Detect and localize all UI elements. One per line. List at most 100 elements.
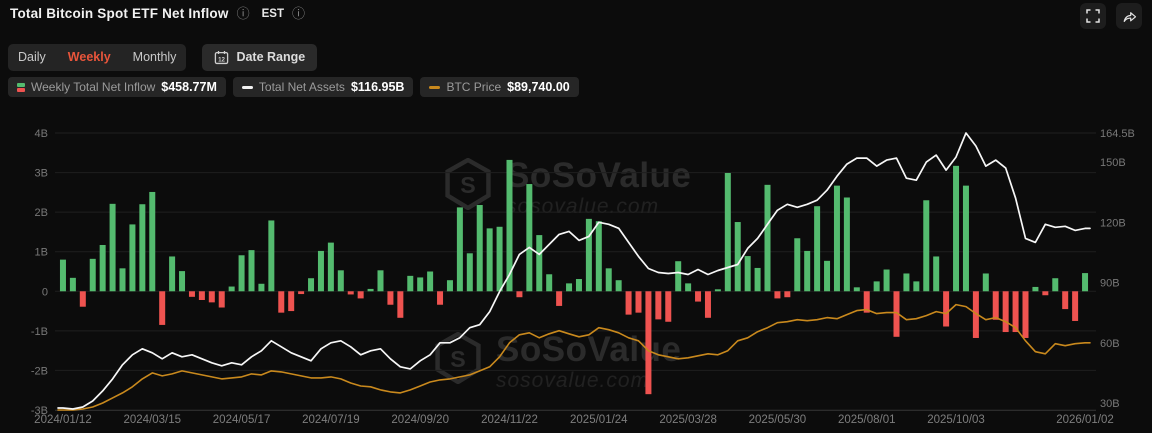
net-inflow-bar[interactable] (317, 250, 324, 292)
assets-line[interactable] (57, 132, 1091, 410)
net-inflow-bar[interactable] (704, 291, 711, 318)
net-inflow-bar[interactable] (734, 222, 741, 292)
net-inflow-bar[interactable] (833, 185, 840, 292)
net-inflow-bar[interactable] (595, 221, 602, 292)
net-inflow-bar[interactable] (1082, 273, 1089, 292)
net-inflow-bar[interactable] (139, 204, 146, 292)
net-inflow-bar[interactable] (556, 291, 563, 306)
net-inflow-bar[interactable] (843, 197, 850, 292)
net-inflow-bar[interactable] (1042, 291, 1049, 296)
net-inflow-bar[interactable] (814, 206, 821, 292)
net-inflow-bar[interactable] (853, 287, 860, 292)
net-inflow-bar[interactable] (109, 203, 116, 292)
net-inflow-bar[interactable] (377, 270, 384, 292)
net-inflow-bar[interactable] (218, 291, 225, 308)
net-inflow-bar[interactable] (953, 165, 960, 292)
net-inflow-bar[interactable] (308, 278, 315, 292)
net-inflow-bar[interactable] (575, 279, 582, 292)
legend-net-inflow[interactable]: Weekly Total Net Inflow $458.77M (8, 77, 226, 97)
title-info-icon[interactable]: ⓘ (236, 6, 250, 21)
net-inflow-bar[interactable] (516, 291, 523, 298)
net-inflow-bar[interactable] (1052, 278, 1059, 292)
net-inflow-bar[interactable] (645, 291, 652, 395)
net-inflow-bar[interactable] (536, 235, 543, 292)
net-inflow-bar[interactable] (764, 184, 771, 292)
net-inflow-bar[interactable] (268, 220, 275, 292)
net-inflow-bar[interactable] (119, 268, 126, 292)
net-inflow-bar[interactable] (774, 291, 781, 299)
net-inflow-bar[interactable] (665, 291, 672, 322)
net-inflow-bar[interactable] (685, 283, 692, 292)
net-inflow-bar[interactable] (883, 269, 890, 292)
net-inflow-bar[interactable] (367, 288, 374, 292)
net-inflow-bar[interactable] (437, 291, 444, 305)
net-inflow-bar[interactable] (992, 291, 999, 320)
net-inflow-bar[interactable] (824, 260, 831, 292)
net-inflow-bar[interactable] (397, 291, 404, 318)
net-inflow-bar[interactable] (526, 184, 533, 292)
net-inflow-bar[interactable] (794, 238, 801, 292)
net-inflow-bar[interactable] (913, 281, 920, 292)
net-inflow-bar[interactable] (69, 277, 76, 292)
net-inflow-bar[interactable] (59, 259, 66, 292)
net-inflow-bar[interactable] (655, 291, 662, 320)
tab-monthly[interactable]: Monthly (132, 50, 177, 64)
net-inflow-bar[interactable] (893, 291, 900, 337)
net-inflow-bar[interactable] (278, 291, 285, 313)
net-inflow-bar[interactable] (933, 256, 940, 292)
net-inflow-bar[interactable] (228, 286, 235, 292)
net-inflow-bar[interactable] (1002, 291, 1009, 333)
net-inflow-bar[interactable] (635, 291, 642, 313)
net-inflow-bar[interactable] (903, 273, 910, 292)
share-button[interactable] (1116, 3, 1142, 29)
net-inflow-bar[interactable] (784, 291, 791, 298)
net-inflow-bar[interactable] (615, 280, 622, 292)
net-inflow-bar[interactable] (714, 289, 721, 292)
net-inflow-bar[interactable] (675, 261, 682, 292)
legend-total-net-assets[interactable]: Total Net Assets $116.95B (232, 77, 414, 97)
net-inflow-bar[interactable] (456, 207, 463, 292)
net-inflow-bar[interactable] (198, 291, 205, 300)
net-inflow-bar[interactable] (496, 226, 503, 292)
date-range-button[interactable]: 12 Date Range (202, 44, 318, 71)
net-inflow-bar[interactable] (1062, 291, 1069, 310)
net-inflow-bar[interactable] (506, 159, 513, 292)
net-inflow-bar[interactable] (566, 283, 573, 292)
net-inflow-bar[interactable] (288, 291, 295, 312)
net-inflow-bar[interactable] (863, 291, 870, 313)
net-inflow-bar[interactable] (79, 291, 86, 307)
net-inflow-bar[interactable] (357, 291, 364, 299)
net-inflow-bar[interactable] (972, 291, 979, 338)
tab-weekly[interactable]: Weekly (67, 50, 111, 64)
net-inflow-bar[interactable] (208, 291, 215, 303)
net-inflow-bar[interactable] (585, 218, 592, 292)
net-inflow-bar[interactable] (943, 291, 950, 327)
net-inflow-bar[interactable] (99, 244, 106, 292)
net-inflow-bar[interactable] (466, 253, 473, 292)
net-inflow-bar[interactable] (188, 291, 195, 297)
net-inflow-bar[interactable] (1012, 291, 1019, 333)
timezone-info-icon[interactable]: ⓘ (291, 6, 305, 21)
net-inflow-bar[interactable] (417, 277, 424, 292)
net-inflow-bar[interactable] (427, 271, 434, 292)
net-inflow-bar[interactable] (89, 258, 96, 292)
net-inflow-bar[interactable] (546, 274, 553, 292)
net-inflow-bar[interactable] (476, 205, 483, 292)
net-inflow-bar[interactable] (744, 256, 751, 292)
net-inflow-bar[interactable] (695, 291, 702, 302)
net-inflow-bar[interactable] (298, 291, 305, 295)
btc-price-line[interactable] (57, 303, 1091, 411)
net-inflow-bar[interactable] (1022, 291, 1029, 338)
net-inflow-bar[interactable] (149, 191, 156, 292)
net-inflow-bar[interactable] (407, 275, 414, 292)
net-inflow-bar[interactable] (982, 273, 989, 292)
net-inflow-bar[interactable] (724, 172, 731, 292)
net-inflow-bar[interactable] (179, 271, 186, 292)
net-inflow-bar[interactable] (169, 256, 176, 292)
fullscreen-button[interactable] (1080, 3, 1106, 29)
net-inflow-bar[interactable] (873, 281, 880, 292)
net-inflow-bar[interactable] (1032, 286, 1039, 292)
net-inflow-bar[interactable] (238, 255, 245, 292)
net-inflow-bar[interactable] (129, 224, 136, 292)
